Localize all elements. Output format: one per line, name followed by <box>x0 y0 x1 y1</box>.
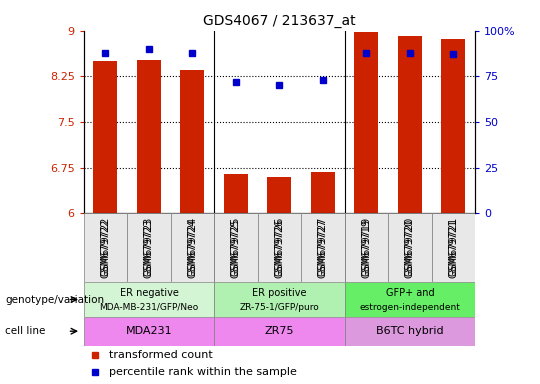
Text: B6TC hybrid: B6TC hybrid <box>376 326 444 336</box>
FancyBboxPatch shape <box>345 282 475 317</box>
FancyBboxPatch shape <box>84 213 127 282</box>
Bar <box>311 172 335 213</box>
Text: estrogen-independent: estrogen-independent <box>360 303 461 312</box>
Text: GSM679725: GSM679725 <box>231 217 241 276</box>
Text: GSM679726: GSM679726 <box>274 217 285 276</box>
Text: GSM679719: GSM679719 <box>361 218 372 278</box>
Text: GSM679720: GSM679720 <box>405 217 415 276</box>
Text: GSM679724: GSM679724 <box>187 217 198 276</box>
Bar <box>354 32 379 213</box>
Text: GSM679723: GSM679723 <box>144 218 154 278</box>
Text: GSM679727: GSM679727 <box>318 218 328 278</box>
Text: GSM679726: GSM679726 <box>274 218 285 278</box>
FancyBboxPatch shape <box>214 317 345 346</box>
Text: GSM679719: GSM679719 <box>361 217 372 276</box>
FancyBboxPatch shape <box>431 213 475 282</box>
Text: percentile rank within the sample: percentile rank within the sample <box>109 366 297 377</box>
Bar <box>398 36 422 213</box>
Bar <box>180 70 205 213</box>
FancyBboxPatch shape <box>127 213 171 282</box>
FancyBboxPatch shape <box>388 213 431 282</box>
Text: ER positive: ER positive <box>252 288 307 298</box>
Text: ZR75: ZR75 <box>265 326 294 336</box>
FancyBboxPatch shape <box>214 282 345 317</box>
FancyBboxPatch shape <box>214 213 258 282</box>
Text: GSM679722: GSM679722 <box>100 218 111 278</box>
FancyBboxPatch shape <box>258 213 301 282</box>
Bar <box>137 60 161 213</box>
Text: GSM679721: GSM679721 <box>448 218 458 278</box>
Bar <box>224 174 248 213</box>
FancyBboxPatch shape <box>84 282 214 317</box>
Text: GSM679723: GSM679723 <box>144 217 154 276</box>
FancyBboxPatch shape <box>345 317 475 346</box>
Title: GDS4067 / 213637_at: GDS4067 / 213637_at <box>203 14 356 28</box>
Text: cell line: cell line <box>5 326 46 336</box>
Bar <box>93 61 117 213</box>
Text: ZR-75-1/GFP/puro: ZR-75-1/GFP/puro <box>240 303 319 312</box>
Text: MDA-MB-231/GFP/Neo: MDA-MB-231/GFP/Neo <box>99 303 199 312</box>
Text: genotype/variation: genotype/variation <box>5 295 105 305</box>
Bar <box>442 39 465 213</box>
Bar <box>267 177 292 213</box>
Text: GSM679720: GSM679720 <box>405 218 415 278</box>
Text: transformed count: transformed count <box>109 350 213 360</box>
Text: ER negative: ER negative <box>119 288 178 298</box>
FancyBboxPatch shape <box>301 213 345 282</box>
FancyBboxPatch shape <box>171 213 214 282</box>
Text: GFP+ and: GFP+ and <box>386 288 434 298</box>
Text: GSM679722: GSM679722 <box>100 217 111 276</box>
FancyBboxPatch shape <box>84 317 214 346</box>
Text: GSM679721: GSM679721 <box>448 217 458 276</box>
Text: GSM679725: GSM679725 <box>231 218 241 278</box>
Text: MDA231: MDA231 <box>126 326 172 336</box>
Text: GSM679727: GSM679727 <box>318 217 328 276</box>
Text: GSM679724: GSM679724 <box>187 218 198 278</box>
FancyBboxPatch shape <box>345 213 388 282</box>
